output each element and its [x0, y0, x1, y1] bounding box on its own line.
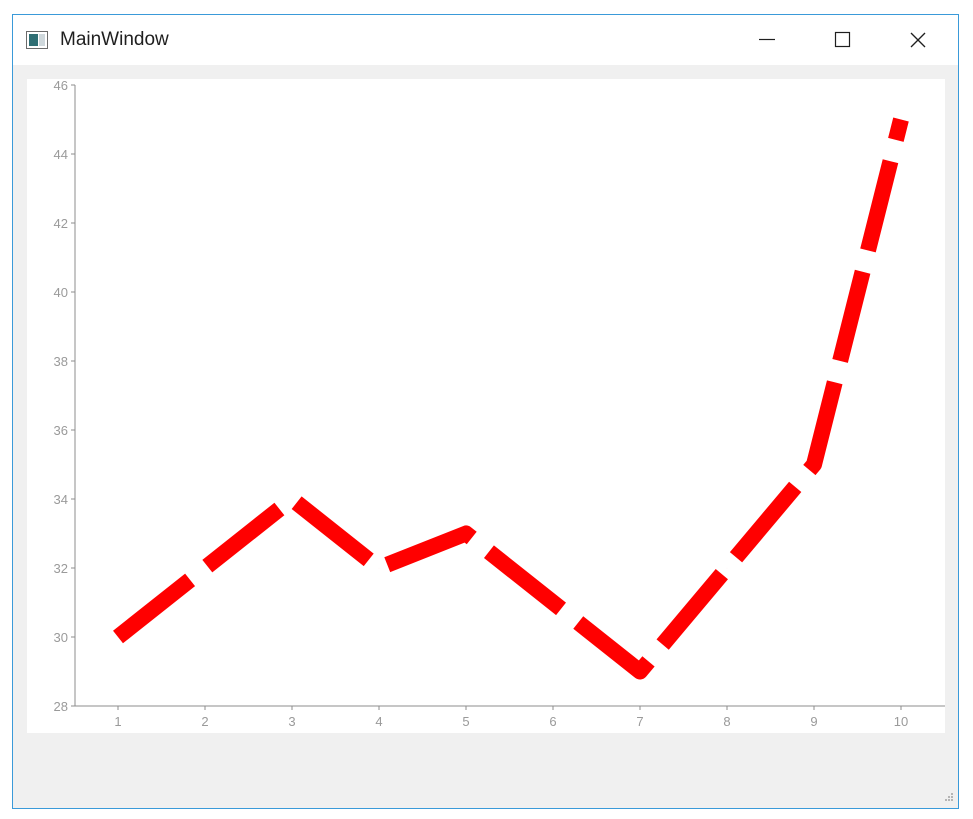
- maximize-button[interactable]: [819, 15, 865, 65]
- series-line: [113, 117, 909, 680]
- y-tick-label: 40: [54, 285, 68, 300]
- x-tick-label: 5: [462, 714, 469, 729]
- chart-area: 28 30 32 34 36 38 40 42 44 46 1 2 3 4 5 6 7 8 9 10: [27, 78, 945, 733]
- x-tick-label: 8: [723, 714, 730, 729]
- y-tick-label: 38: [54, 354, 68, 369]
- x-tick-label: 2: [201, 714, 208, 729]
- x-tick-label: 3: [288, 714, 295, 729]
- resize-grip-icon[interactable]: [942, 792, 954, 804]
- x-tick-label: 9: [810, 714, 817, 729]
- main-window: MainWindow 28 30 32 34 36 38 40 42 44 46 1 2 3 4 5 6 7 8 9…: [12, 14, 959, 809]
- y-tick-label: 30: [54, 630, 68, 645]
- x-tick-label: 6: [549, 714, 556, 729]
- x-tick-label: 7: [636, 714, 643, 729]
- y-tick-label: 28: [54, 699, 68, 714]
- maximize-icon: [834, 31, 851, 48]
- x-tick-label: 10: [894, 714, 908, 729]
- x-tick-label: 4: [375, 714, 382, 729]
- y-tick-label: 32: [54, 561, 68, 576]
- y-tick-label: 36: [54, 423, 68, 438]
- minimize-icon: [759, 38, 775, 41]
- y-tick-label: 44: [54, 147, 68, 162]
- y-tick-label: 34: [54, 492, 68, 507]
- app-icon: [26, 31, 48, 49]
- close-button[interactable]: [895, 15, 941, 65]
- title-bar[interactable]: MainWindow: [13, 15, 958, 65]
- y-tick-label: 42: [54, 216, 68, 231]
- close-icon: [910, 32, 926, 48]
- x-tick-label: 1: [114, 714, 121, 729]
- minimize-button[interactable]: [743, 15, 789, 65]
- y-tick-label: 46: [54, 79, 68, 93]
- window-title: MainWindow: [60, 29, 169, 50]
